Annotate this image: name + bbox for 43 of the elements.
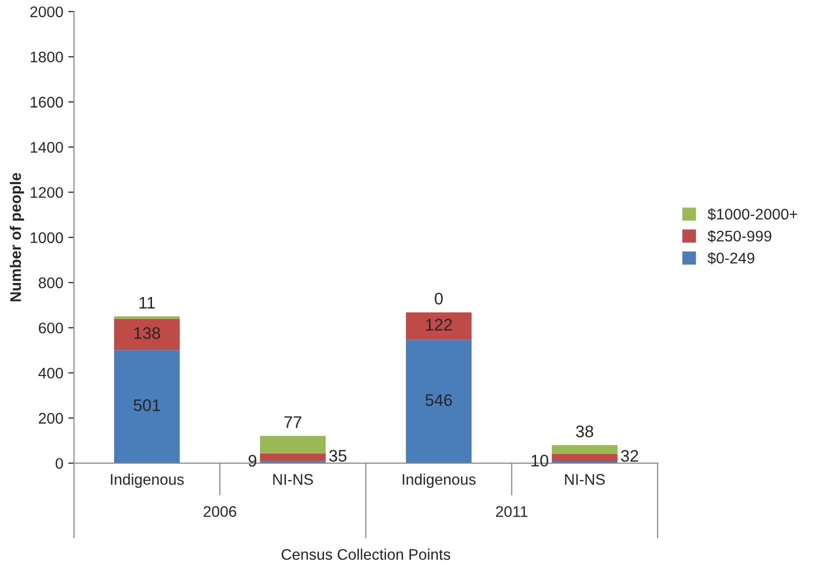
text: 2011 [496,506,528,517]
x-axis-title: Census Collection Points [282,548,450,560]
y-tick-label: 1800 [30,52,63,62]
y-tick-label: 1600 [30,96,63,108]
y-tick-label: 800 [38,277,63,288]
data-label: 77 [284,416,302,428]
x-tick-label: NI-NS [273,474,313,485]
data-label: 11 [140,296,155,308]
y-tick-label: 0 [56,458,63,469]
bar [260,436,326,454]
data-label: 10 [532,454,548,467]
text: 2006 [204,506,236,517]
y-tick-label: 2000 [30,6,63,18]
data-label: 546 [426,394,452,406]
y-tick-label: 1400 [30,142,63,153]
data-label: 0 [434,292,443,305]
y-tick-label: 1200 [30,187,63,198]
legend-label: $0-249 [708,252,754,264]
data-label: 38 [576,426,594,438]
y-tick-label: 600 [38,322,63,334]
data-label: 9 [248,454,256,467]
legend-label: $250-999 [708,230,772,242]
data-label: 32 [621,450,638,462]
bar [552,445,618,454]
y-axis-title: Number of people [10,172,24,302]
bar [406,312,472,340]
y-tick-label: 200 [38,412,63,424]
bar [260,453,326,462]
bar [406,340,472,464]
bar [114,318,180,350]
y-tick-label: 1000 [30,232,63,244]
data-label: 35 [329,450,346,462]
x-tick-label: Indigenous [402,474,476,488]
x-tick-label: Indigenous [110,474,184,488]
data-label: 122 [426,318,452,330]
bar [114,350,180,464]
bar [114,316,180,319]
bar [552,454,618,461]
data-label: 138 [134,327,160,339]
legend-label: $1000-2000+ [708,208,798,220]
data-label: 501 [134,399,160,412]
x-tick-label: NI-NS [565,474,605,485]
y-tick-label: 400 [38,368,63,379]
